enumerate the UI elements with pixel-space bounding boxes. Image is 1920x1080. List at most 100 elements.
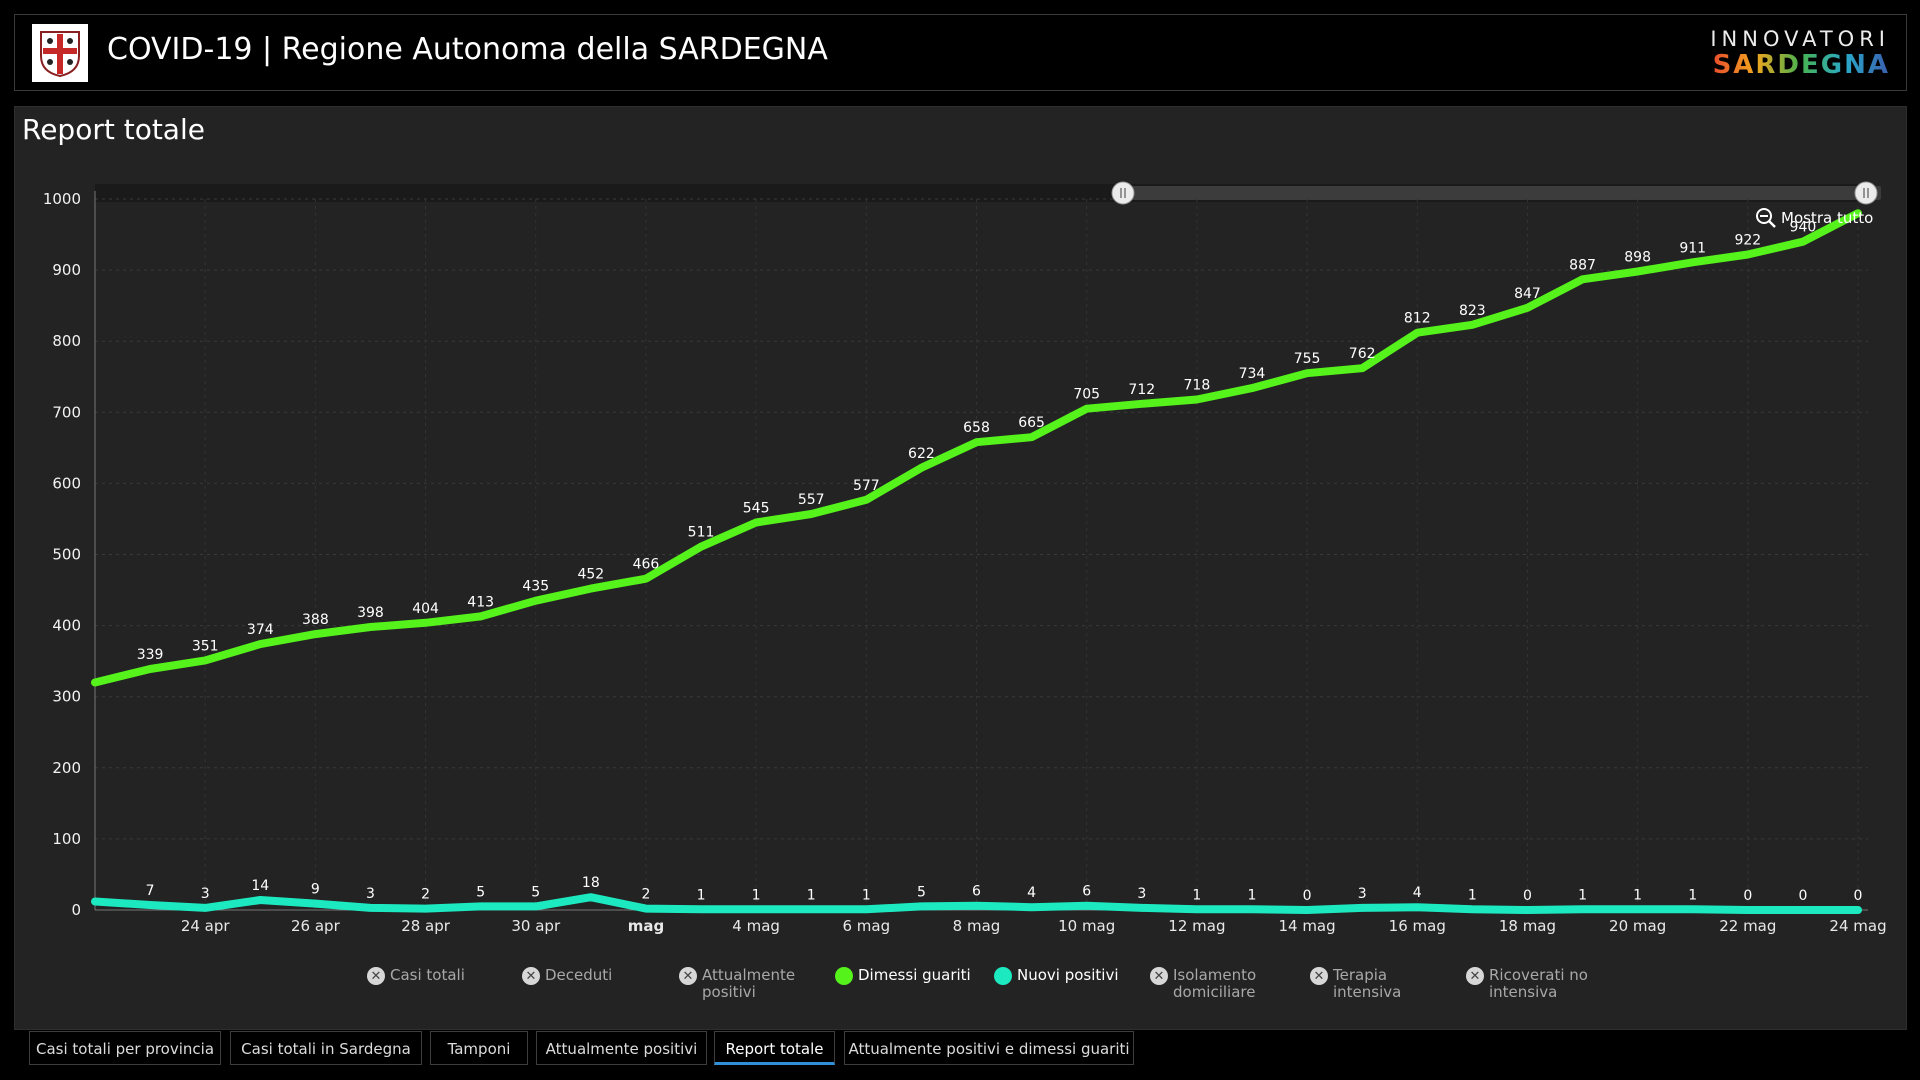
data-point [1691, 260, 1695, 264]
legend-label: Terapia intensiva [1333, 966, 1402, 1001]
data-point [534, 599, 538, 603]
data-point [1525, 908, 1529, 912]
data-label: 18 [582, 875, 600, 891]
data-point [1195, 398, 1199, 402]
data-point [1030, 435, 1034, 439]
data-label: 4 [1027, 885, 1036, 901]
y-tick-label: 200 [52, 759, 81, 777]
data-point [1801, 240, 1805, 244]
data-point [1636, 270, 1640, 274]
x-tick-label: 24 apr [181, 917, 231, 935]
data-label: 3 [201, 886, 210, 902]
app-title: COVID-19 | Regione Autonoma della SARDEG… [107, 32, 828, 67]
data-point [1746, 252, 1750, 256]
data-label: 9 [311, 882, 320, 898]
legend-item-nuovi-positivi[interactable]: Nuovi positivi [994, 967, 1119, 985]
show-all-button[interactable]: Mostra tutto [1755, 207, 1873, 229]
tab-casi-totali-in-sardegna[interactable]: Casi totali in Sardegna [230, 1031, 422, 1065]
x-tick-label: 10 mag [1058, 917, 1115, 935]
data-point [313, 632, 317, 636]
data-point [1746, 908, 1750, 912]
panel-title: Report totale [22, 113, 205, 146]
y-tick-label: 1000 [43, 190, 81, 208]
legend-item-ricoverati-no-intensiva[interactable]: ✕ Ricoverati no intensiva [1466, 967, 1604, 1001]
x-tick-label: 16 mag [1389, 917, 1446, 935]
data-label: 1 [807, 887, 816, 903]
data-point [809, 512, 813, 516]
data-point [148, 903, 152, 907]
data-point [975, 440, 978, 444]
data-label: 413 [467, 594, 494, 610]
data-label: 812 [1404, 311, 1431, 327]
data-label: 0 [1743, 888, 1752, 904]
legend-label: Dimessi guariti [858, 966, 971, 984]
data-label: 665 [1018, 415, 1045, 431]
data-label: 398 [357, 605, 384, 621]
data-point [1581, 277, 1585, 281]
tab-report-totale[interactable]: Report totale [714, 1031, 835, 1065]
range-slider-left-handle[interactable] [1111, 181, 1135, 205]
tab-attualmente-positivi[interactable]: Attualmente positivi [536, 1031, 707, 1065]
legend-label: Deceduti [545, 966, 613, 984]
legend-item-casi-totali[interactable]: ✕ Casi totali [367, 967, 465, 985]
data-label: 847 [1514, 286, 1541, 302]
zoom-out-icon [1756, 208, 1776, 228]
y-tick-label: 300 [52, 688, 81, 706]
tab-tamponi[interactable]: Tamponi [430, 1031, 528, 1065]
data-point [1636, 907, 1640, 911]
legend-item-terapia-intensiva[interactable]: ✕ Terapia intensiva [1310, 967, 1448, 1001]
data-label: 545 [743, 501, 770, 517]
data-label: 0 [1854, 888, 1863, 904]
x-tick-label: 8 mag [953, 917, 1001, 935]
data-label: 4 [1413, 885, 1422, 901]
data-label: 5 [917, 884, 926, 900]
legend-item-attualmente-positivi[interactable]: ✕ Attualmente positivi [679, 967, 817, 1001]
legend-disabled-x-icon: ✕ [1466, 967, 1484, 985]
data-point [1581, 907, 1585, 911]
data-label: 755 [1294, 351, 1321, 367]
data-label: 466 [633, 557, 660, 573]
show-all-label: Mostra tutto [1781, 209, 1874, 227]
data-point [589, 587, 593, 591]
data-point [1525, 306, 1529, 310]
data-label: 2 [641, 887, 650, 903]
legend-marker-icon [994, 967, 1012, 985]
x-tick-label: 30 apr [511, 917, 561, 935]
data-label: 658 [963, 420, 990, 436]
x-tick-label: 4 mag [732, 917, 780, 935]
data-point [644, 907, 648, 911]
data-label: 5 [531, 884, 540, 900]
data-point [258, 642, 262, 646]
data-point [93, 680, 97, 684]
data-point [1085, 904, 1089, 908]
data-label: 339 [137, 647, 164, 663]
data-point [1305, 371, 1309, 375]
data-point [1250, 907, 1254, 911]
data-point [754, 907, 758, 911]
legend-item-dimessi-guariti[interactable]: Dimessi guariti [835, 967, 971, 985]
data-label: 823 [1459, 303, 1486, 319]
data-point [864, 498, 868, 502]
tab-casi-totali-per-provincia[interactable]: Casi totali per provincia [29, 1031, 221, 1065]
data-point [1856, 211, 1860, 215]
data-point [148, 667, 152, 671]
tab-attualmente-positivi-e-dimessi-guariti[interactable]: Attualmente positivi e dimessi guariti [844, 1031, 1134, 1065]
x-tick-label: 28 apr [401, 917, 451, 935]
data-label: 374 [247, 622, 274, 638]
x-tick-label: 14 mag [1278, 917, 1335, 935]
data-point [1360, 906, 1364, 910]
legend-item-isolamento-domiciliare[interactable]: ✕ Isolamento domiciliare [1150, 967, 1288, 1001]
y-tick-label: 800 [52, 332, 81, 350]
data-point [1691, 907, 1695, 911]
legend-disabled-x-icon: ✕ [367, 967, 385, 985]
data-point [1415, 905, 1419, 909]
legend-disabled-x-icon: ✕ [1150, 967, 1168, 985]
range-slider-right-handle[interactable] [1854, 181, 1878, 205]
data-label: 388 [302, 612, 329, 628]
x-tick-label: mag [628, 917, 665, 935]
legend-disabled-x-icon: ✕ [1310, 967, 1328, 985]
x-tick-label: 26 apr [291, 917, 341, 935]
data-label: 2 [421, 887, 430, 903]
legend-item-deceduti[interactable]: ✕ Deceduti [522, 967, 612, 985]
data-label: 1 [1468, 887, 1477, 903]
